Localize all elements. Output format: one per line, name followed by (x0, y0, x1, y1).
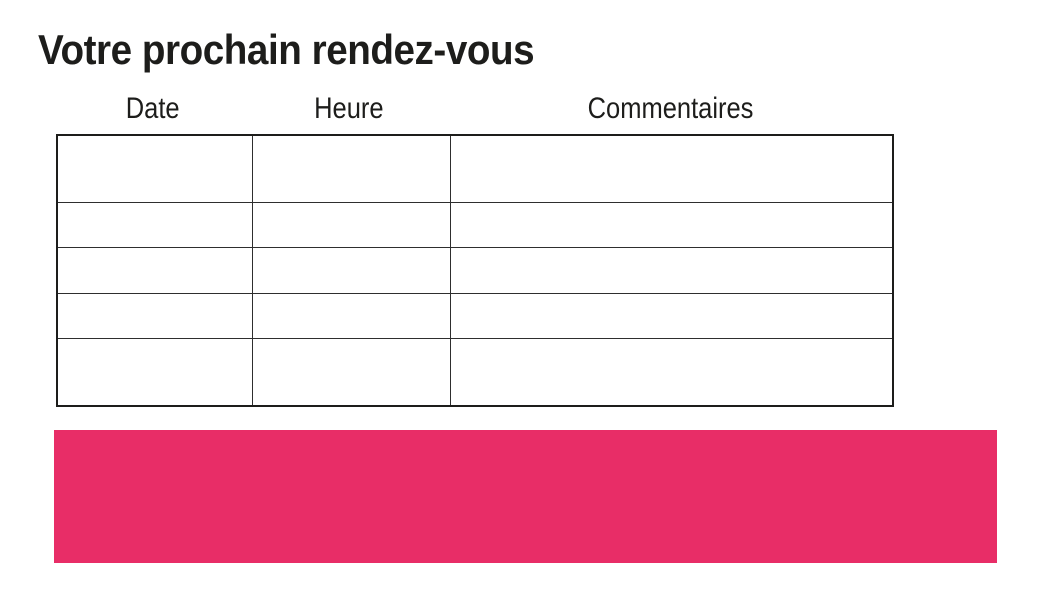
table-cell (450, 337, 894, 407)
column-header-commentaires-label: Commentaires (587, 92, 754, 125)
table-cell (450, 292, 894, 339)
table-row (56, 202, 894, 249)
appointments-table-body (56, 134, 894, 407)
table-cell (56, 202, 253, 249)
table-cell (450, 202, 894, 249)
table-cell (252, 202, 451, 249)
table-column-headers: Date Heure Commentaires (56, 92, 894, 126)
column-header-commentaires: Commentaires (447, 92, 894, 126)
table-cell (450, 247, 894, 294)
table-cell (252, 337, 451, 407)
table-cell (450, 134, 894, 204)
page-title: Votre prochain rendez-vous (38, 28, 577, 72)
table-cell (252, 134, 451, 204)
page-title-text: Votre prochain rendez-vous (38, 26, 535, 73)
table-cell (56, 247, 253, 294)
table-cell (56, 134, 253, 204)
table-cell (56, 337, 253, 407)
table-row (56, 292, 894, 339)
accent-bar (54, 430, 997, 563)
table-cell (252, 292, 451, 339)
table-row (56, 337, 894, 407)
table-row (56, 134, 894, 204)
column-header-heure-label: Heure (313, 92, 384, 125)
table-row (56, 247, 894, 294)
column-header-date-label: Date (126, 92, 180, 125)
column-header-heure: Heure (250, 92, 447, 126)
table-cell (56, 292, 253, 339)
table-cell (252, 247, 451, 294)
column-header-date: Date (56, 92, 250, 126)
appointments-table (56, 134, 894, 407)
